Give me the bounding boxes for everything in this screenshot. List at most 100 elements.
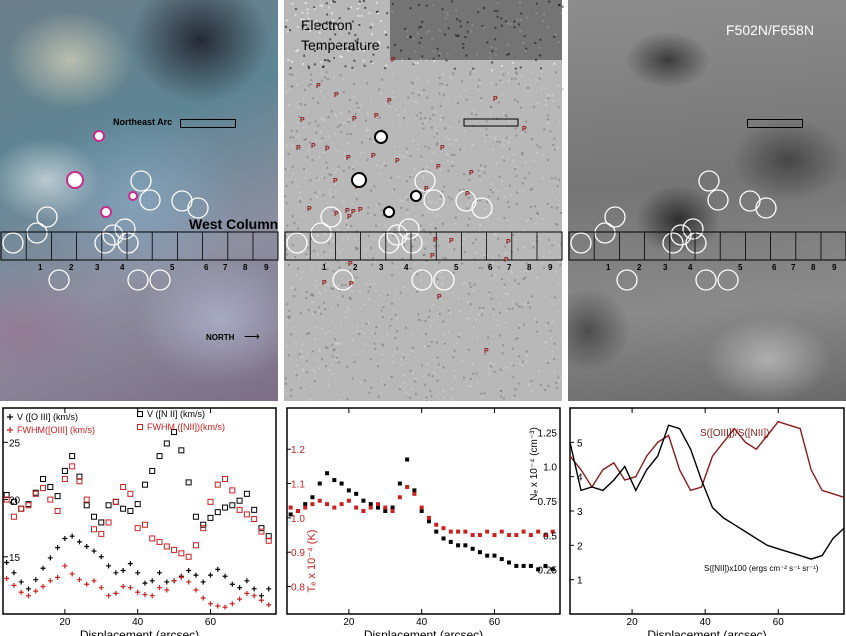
- data-point: [441, 526, 446, 531]
- density-chart: 1 2 3 4 5 20 40 60 Displacement (arcsec) S([OIII]…: [569, 407, 845, 636]
- data-point: [178, 550, 185, 557]
- data-point: [127, 585, 133, 591]
- data-point: [266, 602, 272, 608]
- northeast-arc-box: [180, 119, 236, 128]
- data-point: [521, 563, 526, 568]
- annotation-ratio: S([OIII])/S([NII]): [700, 428, 769, 439]
- x-tick-label: 60: [205, 617, 217, 628]
- y-tick-label: 1: [577, 576, 583, 587]
- data-point: [251, 516, 258, 523]
- data-point: [499, 557, 504, 562]
- data-point: [127, 508, 134, 514]
- data-point: [265, 537, 272, 544]
- data-point: [4, 560, 10, 565]
- x-tick-label: 20: [59, 617, 71, 628]
- series-line: [569, 424, 845, 560]
- data-point: [317, 498, 322, 503]
- legend-marker: [137, 411, 143, 417]
- data-point: [463, 529, 468, 534]
- data-point: [47, 555, 53, 561]
- color-image-panel: Northeast Arc West Column NORTH ⟶: [0, 0, 278, 401]
- data-point: [25, 502, 32, 509]
- data-point: [200, 595, 206, 601]
- data-point: [550, 529, 555, 534]
- data-point: [243, 511, 250, 518]
- data-point: [295, 509, 300, 513]
- data-point: [215, 603, 221, 609]
- data-point: [112, 498, 119, 505]
- y-tick-label: 1.1: [291, 480, 305, 491]
- data-point: [120, 568, 126, 574]
- data-point: [91, 548, 97, 554]
- data-point: [55, 574, 61, 580]
- data-point: [163, 440, 170, 447]
- data-point: [368, 502, 373, 507]
- north-arrow-icon: ⟶: [244, 331, 260, 343]
- data-point: [69, 533, 75, 539]
- data-point: [142, 580, 148, 586]
- data-point: [83, 496, 90, 503]
- data-point: [47, 578, 53, 584]
- data-point: [193, 587, 199, 593]
- data-point: [470, 546, 475, 551]
- x-tick-label: 40: [416, 617, 428, 628]
- data-point: [332, 478, 337, 483]
- data-point: [354, 491, 359, 496]
- y-tick-label: 5: [577, 438, 583, 449]
- data-point: [185, 553, 192, 560]
- x-axis-label: Displacement (arcsec): [80, 628, 199, 636]
- plot-frame: [569, 407, 845, 615]
- data-point: [156, 453, 163, 460]
- data-point: [251, 593, 257, 599]
- data-point: [91, 578, 97, 584]
- data-point: [514, 563, 519, 568]
- data-point: [397, 481, 402, 486]
- data-point: [536, 567, 541, 572]
- data-point: [237, 585, 243, 591]
- data-point: [207, 498, 214, 505]
- data-point: [98, 585, 104, 591]
- data-point: [354, 505, 359, 510]
- legend-label: FWHM ([NII])(km/s): [147, 422, 225, 432]
- data-point: [550, 567, 555, 572]
- data-point: [368, 505, 373, 510]
- y-tick-label: 2: [577, 541, 583, 552]
- x-tick-label: 40: [700, 617, 712, 628]
- ne-tick-label: 1.25: [538, 428, 558, 439]
- data-point: [492, 553, 497, 558]
- data-point: [156, 538, 163, 545]
- data-point: [397, 495, 402, 500]
- data-point: [40, 565, 46, 571]
- data-point: [325, 471, 330, 476]
- data-point: [61, 475, 68, 482]
- data-point: [186, 568, 192, 574]
- data-point: [120, 483, 127, 490]
- data-point: [186, 579, 192, 585]
- data-point: [528, 563, 533, 568]
- data-point: [361, 509, 366, 513]
- data-point: [120, 505, 127, 512]
- data-point: [157, 585, 163, 591]
- data-point: [288, 505, 293, 510]
- data-point: [113, 590, 119, 596]
- data-point: [258, 593, 264, 599]
- data-point: [492, 533, 497, 538]
- data-point: [390, 505, 395, 510]
- data-point: [127, 561, 133, 567]
- data-point: [98, 519, 105, 526]
- data-point: [54, 508, 61, 514]
- data-point: [106, 593, 112, 599]
- data-point: [163, 543, 170, 550]
- data-point: [325, 502, 330, 507]
- data-point: [237, 596, 243, 602]
- data-point: [426, 515, 431, 520]
- data-point: [62, 535, 68, 541]
- x-tick-label: 20: [343, 617, 355, 628]
- data-point: [3, 496, 10, 503]
- x-tick-label: 20: [627, 617, 639, 628]
- x-tick-label: 60: [489, 617, 501, 628]
- data-point: [477, 550, 482, 555]
- data-point: [222, 475, 229, 482]
- data-point: [463, 543, 468, 548]
- data-point: [383, 509, 388, 513]
